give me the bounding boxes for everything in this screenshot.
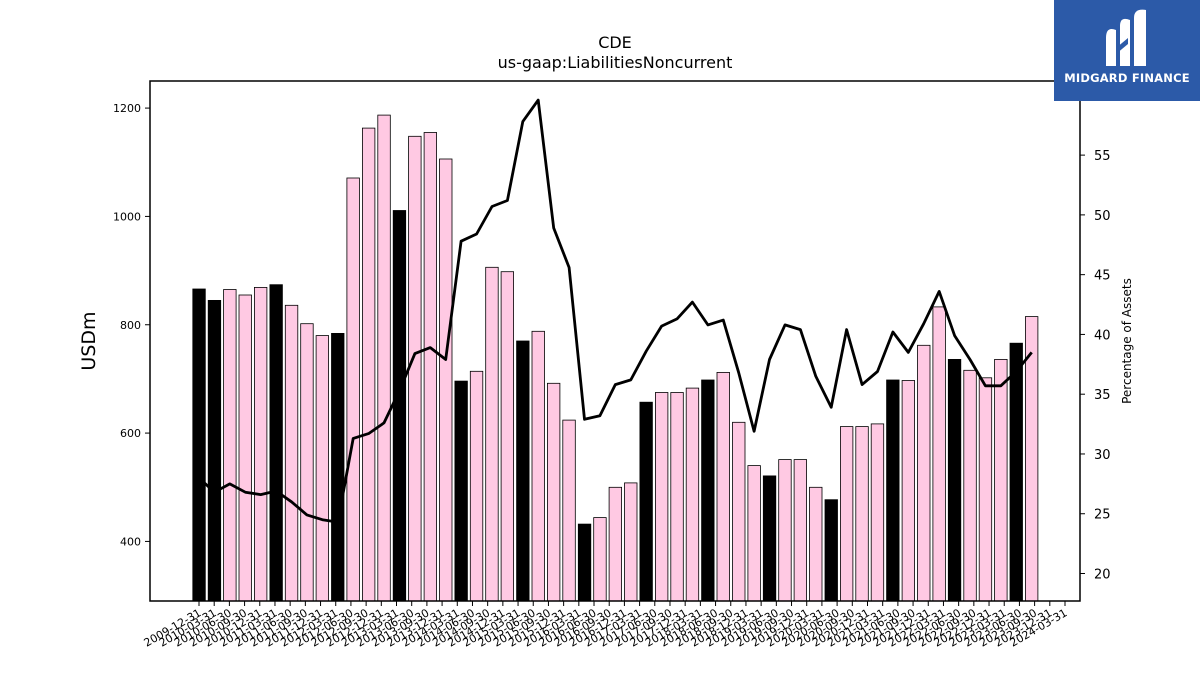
y-tick-label: 400 bbox=[120, 535, 141, 548]
bar bbox=[670, 392, 684, 602]
bar bbox=[732, 421, 746, 602]
bar bbox=[223, 289, 237, 602]
x-axis: 2009-12-312010-03-312010-06-302010-09-30… bbox=[142, 601, 1070, 650]
y2-tick-label: 40 bbox=[1094, 328, 1111, 343]
bar bbox=[562, 419, 576, 602]
bar bbox=[238, 294, 252, 602]
y-tick-label: 1200 bbox=[113, 102, 141, 115]
bar bbox=[207, 299, 222, 602]
bar bbox=[855, 426, 869, 602]
line-series bbox=[198, 98, 1033, 524]
bar bbox=[917, 344, 931, 602]
bar bbox=[994, 358, 1008, 602]
bar bbox=[547, 382, 561, 602]
y2-tick-label: 50 bbox=[1094, 209, 1111, 224]
bar bbox=[392, 210, 407, 602]
y2-tick-label: 35 bbox=[1094, 388, 1111, 403]
bar bbox=[408, 135, 422, 602]
y2-tick-label: 20 bbox=[1094, 568, 1111, 583]
y2-tick-label: 45 bbox=[1094, 269, 1111, 284]
bar bbox=[269, 284, 283, 602]
bar bbox=[824, 499, 838, 602]
y-tick-label: 800 bbox=[120, 319, 141, 332]
logo-mark-icon bbox=[1106, 9, 1146, 66]
bar bbox=[516, 340, 530, 602]
bar bbox=[778, 459, 792, 602]
bar bbox=[500, 271, 515, 602]
bar-series bbox=[192, 114, 1039, 602]
bar bbox=[978, 377, 993, 602]
bar bbox=[886, 379, 900, 602]
bar bbox=[608, 486, 622, 602]
bar bbox=[809, 486, 823, 602]
bar bbox=[485, 266, 499, 602]
chart-title: CDE bbox=[598, 33, 632, 52]
bar bbox=[439, 158, 453, 602]
bar bbox=[932, 306, 946, 602]
y2-axis: 202530354045505560 bbox=[1080, 89, 1111, 583]
bar bbox=[253, 286, 268, 602]
bar bbox=[870, 423, 885, 602]
bar bbox=[655, 392, 669, 602]
bar bbox=[531, 330, 545, 602]
bar bbox=[423, 132, 438, 602]
brand-logo: MIDGARD FINANCE bbox=[1054, 0, 1200, 101]
bar bbox=[762, 475, 777, 602]
bar bbox=[577, 523, 592, 602]
chart-subtitle: us-gaap:LiabilitiesNoncurrent bbox=[498, 53, 733, 72]
y2-tick-label: 55 bbox=[1094, 149, 1111, 164]
bar bbox=[454, 380, 468, 602]
bar bbox=[716, 371, 730, 602]
bar bbox=[685, 387, 700, 602]
bar bbox=[361, 127, 376, 602]
bar bbox=[593, 517, 607, 602]
y2-tick-label: 25 bbox=[1094, 508, 1111, 523]
bar bbox=[346, 177, 360, 602]
bar bbox=[701, 379, 715, 602]
bar bbox=[947, 358, 962, 602]
y2-axis-label: Percentage of Assets bbox=[1120, 278, 1134, 404]
bar bbox=[1009, 342, 1023, 602]
bar bbox=[284, 304, 299, 602]
y-tick-label: 600 bbox=[120, 427, 141, 440]
percentage-line bbox=[198, 98, 1033, 524]
bar bbox=[963, 369, 977, 602]
bar bbox=[901, 380, 915, 602]
logo-text: MIDGARD FINANCE bbox=[1064, 71, 1190, 85]
bar bbox=[377, 114, 391, 602]
bar bbox=[300, 323, 314, 602]
bar bbox=[840, 426, 854, 602]
bar bbox=[192, 288, 206, 602]
y-tick-label: 1000 bbox=[113, 210, 141, 223]
y-axis: 400 600 800 1000 1200 bbox=[113, 102, 150, 548]
bar bbox=[331, 332, 345, 602]
y-axis-label: USDm bbox=[78, 311, 100, 370]
bar bbox=[793, 459, 807, 602]
plot-frame bbox=[149, 80, 1081, 602]
bar bbox=[747, 465, 761, 602]
bar bbox=[469, 370, 484, 602]
bar bbox=[315, 335, 330, 602]
bar bbox=[624, 482, 638, 602]
bar bbox=[639, 401, 653, 602]
y2-tick-label: 30 bbox=[1094, 448, 1111, 463]
